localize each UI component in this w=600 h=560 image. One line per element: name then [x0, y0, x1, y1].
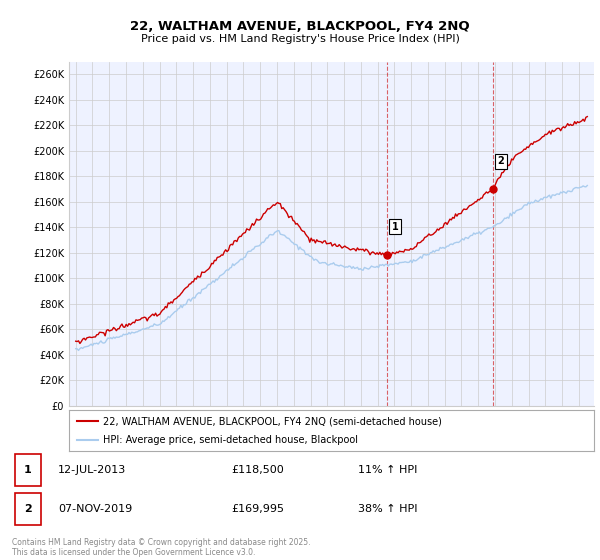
Text: 22, WALTHAM AVENUE, BLACKPOOL, FY4 2NQ: 22, WALTHAM AVENUE, BLACKPOOL, FY4 2NQ	[130, 20, 470, 32]
Text: Contains HM Land Registry data © Crown copyright and database right 2025.
This d: Contains HM Land Registry data © Crown c…	[12, 538, 311, 557]
Text: £118,500: £118,500	[231, 465, 284, 475]
Text: 2: 2	[497, 156, 504, 166]
Text: 12-JUL-2013: 12-JUL-2013	[58, 465, 127, 475]
FancyBboxPatch shape	[15, 454, 41, 486]
Text: 1: 1	[392, 222, 398, 232]
Text: 22, WALTHAM AVENUE, BLACKPOOL, FY4 2NQ (semi-detached house): 22, WALTHAM AVENUE, BLACKPOOL, FY4 2NQ (…	[103, 417, 442, 426]
Text: Price paid vs. HM Land Registry's House Price Index (HPI): Price paid vs. HM Land Registry's House …	[140, 34, 460, 44]
Text: £169,995: £169,995	[231, 504, 284, 514]
Text: 07-NOV-2019: 07-NOV-2019	[58, 504, 133, 514]
FancyBboxPatch shape	[15, 493, 41, 525]
Text: 1: 1	[24, 465, 32, 475]
Text: 11% ↑ HPI: 11% ↑ HPI	[358, 465, 417, 475]
Text: 2: 2	[24, 504, 32, 514]
Text: 38% ↑ HPI: 38% ↑ HPI	[358, 504, 417, 514]
Text: HPI: Average price, semi-detached house, Blackpool: HPI: Average price, semi-detached house,…	[103, 435, 358, 445]
